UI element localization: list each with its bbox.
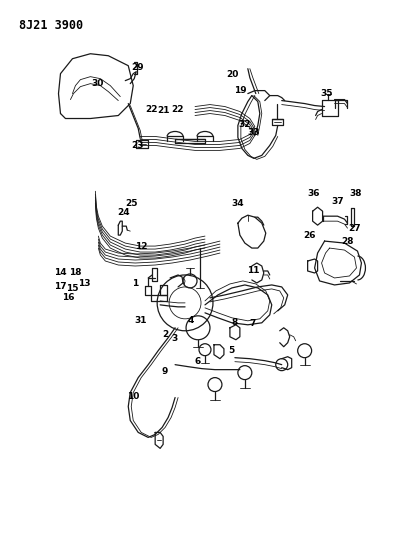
Text: 31: 31: [135, 316, 147, 325]
Text: 22: 22: [171, 106, 183, 114]
Text: 13: 13: [78, 279, 90, 288]
Text: 8: 8: [232, 318, 238, 327]
Text: 10: 10: [126, 392, 139, 401]
Text: 6: 6: [194, 357, 200, 366]
Text: 5: 5: [228, 346, 234, 355]
Text: 32: 32: [239, 119, 251, 128]
Text: 23: 23: [131, 141, 144, 150]
Text: 37: 37: [332, 197, 344, 206]
Text: 8J21 3900: 8J21 3900: [19, 19, 83, 32]
Text: 34: 34: [231, 199, 244, 208]
Text: 11: 11: [247, 266, 260, 275]
Text: 30: 30: [91, 79, 103, 88]
Text: 4: 4: [187, 316, 194, 325]
Text: 36: 36: [308, 189, 320, 198]
Text: 12: 12: [135, 242, 147, 251]
Text: 16: 16: [62, 293, 75, 302]
Text: 26: 26: [304, 231, 316, 240]
Text: 24: 24: [117, 208, 130, 217]
Text: 22: 22: [145, 106, 158, 114]
Text: 27: 27: [348, 224, 360, 233]
Text: 19: 19: [234, 86, 246, 95]
Text: 17: 17: [54, 282, 67, 291]
Text: 28: 28: [341, 237, 354, 246]
Text: 15: 15: [66, 284, 79, 293]
Text: 20: 20: [226, 70, 238, 79]
Text: 21: 21: [158, 107, 170, 115]
Text: 35: 35: [320, 90, 333, 99]
Text: 1: 1: [133, 279, 139, 288]
Text: 3: 3: [171, 334, 178, 343]
Text: 14: 14: [54, 269, 67, 277]
Text: 18: 18: [69, 269, 82, 277]
Text: 29: 29: [131, 63, 144, 72]
Text: 7: 7: [249, 319, 255, 328]
Text: 38: 38: [349, 189, 362, 198]
Text: 9: 9: [162, 367, 168, 376]
Text: 33: 33: [247, 128, 260, 137]
Text: 2: 2: [162, 330, 168, 339]
Text: 25: 25: [125, 199, 138, 208]
